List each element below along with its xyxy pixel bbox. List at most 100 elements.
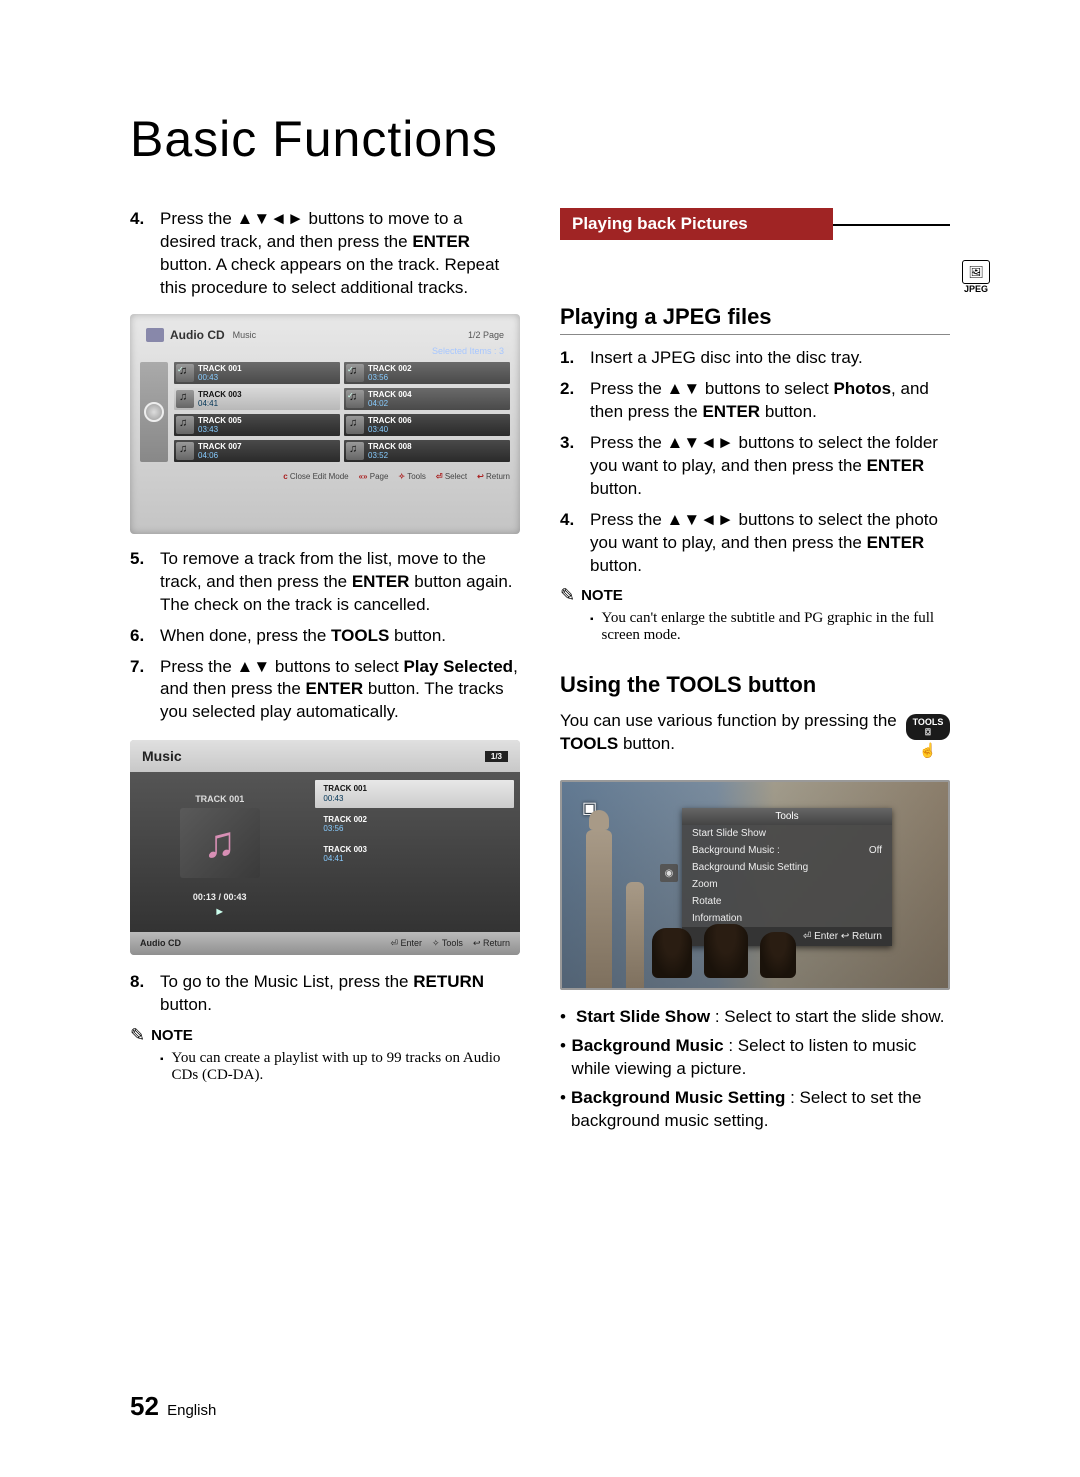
shot2-artwork: TRACK 001 ♫ 00:13 / 00:43 ►	[130, 772, 309, 932]
shot2-timecode: 00:13 / 00:43	[140, 892, 299, 902]
playlist-row: TRACK 00304:41	[315, 841, 514, 868]
shot2-body: TRACK 001 ♫ 00:13 / 00:43 ► TRACK 00100:…	[130, 772, 520, 932]
left-column: 4. Press the ▲▼◄► buttons to move to a d…	[130, 208, 520, 1139]
shot1-header: Audio CD Music 1/2 Page	[140, 326, 510, 344]
r-step-3-text: Press the ▲▼◄► buttons to select the fol…	[590, 432, 950, 501]
r-step-2: 2. Press the ▲▼ buttons to select Photos…	[560, 378, 950, 424]
tools-bullet: •Start Slide Show : Select to start the …	[560, 1006, 950, 1029]
tools-button-icon: TOOLS ⌼	[906, 714, 950, 740]
shot1-footer-item: c Close Edit Mode	[283, 472, 348, 481]
right-note-header: ✎ NOTE	[560, 585, 950, 606]
shot1-title: Audio CD	[170, 328, 225, 342]
page-number: 52	[130, 1391, 159, 1421]
page-title: Basic Functions	[130, 110, 950, 168]
shot2-footer-item: ↩ Return	[473, 938, 510, 948]
r-step-2-text: Press the ▲▼ buttons to select Photos, a…	[590, 378, 950, 424]
tools-panel-title: Tools	[682, 808, 892, 825]
tools-bullets: •Start Slide Show : Select to start the …	[560, 1006, 950, 1133]
foreground-people	[652, 922, 928, 978]
r-step-3: 3. Press the ▲▼◄► buttons to select the …	[560, 432, 950, 501]
bullet-dot: •	[560, 1035, 572, 1081]
shot2-footer-item: ⏎ Enter	[390, 938, 422, 948]
page-language: English	[167, 1402, 216, 1419]
shot2-title: Music	[142, 748, 182, 764]
shot1-footer-item: «» Page	[359, 472, 389, 481]
step-8-text: To go to the Music List, press the RETUR…	[160, 971, 520, 1017]
shot2-header: Music 1/3	[130, 740, 520, 772]
silhouette	[652, 928, 692, 978]
silhouette	[704, 924, 748, 978]
shot1-footer-item: ✧ Tools	[398, 472, 425, 481]
shot2-footer-item: ✧ Tools	[432, 938, 463, 948]
shot1-selected-items: Selected Items : 3	[140, 344, 510, 362]
track-note-icon	[176, 416, 194, 434]
r-step-4: 4. Press the ▲▼◄► buttons to select the …	[560, 509, 950, 578]
tools-menu-option: Rotate	[682, 893, 892, 910]
track-item: ✓TRACK 00203:56	[344, 362, 510, 384]
shot1-footer-item: ⏎ Select	[436, 472, 467, 481]
step-8: 8. To go to the Music List, press the RE…	[130, 971, 520, 1017]
right-note-label: NOTE	[581, 587, 623, 604]
shot2-footer-left: Audio CD	[140, 938, 380, 949]
bullet-dot: •	[560, 1006, 576, 1029]
right-note-item: ▪ You can't enlarge the subtitle and PG …	[590, 610, 950, 644]
page: Basic Functions 4. Press the ▲▼◄► button…	[0, 0, 1080, 1477]
shot1-footer-item: ↩ Return	[477, 472, 510, 481]
track-note-icon: ✓	[346, 390, 364, 408]
pen-icon: ✎	[130, 1025, 145, 1046]
shot2-footer-right: ⏎ Enter ✧ Tools ↩ Return	[380, 938, 510, 949]
left-note-header: ✎ NOTE	[130, 1025, 520, 1046]
disc-icon	[144, 402, 164, 422]
step-7: 7. Press the ▲▼ buttons to select Play S…	[130, 656, 520, 725]
step-5-text: To remove a track from the list, move to…	[160, 548, 520, 617]
left-note-text: You can create a playlist with up to 99 …	[172, 1050, 520, 1084]
track-note-icon: ✓	[176, 364, 194, 382]
track-note-icon	[176, 390, 194, 408]
page-footer: 52 English	[130, 1391, 216, 1422]
right-column: Playing back Pictures 🖼 JPEG Playing a J…	[560, 208, 950, 1139]
shot1-sidebar	[140, 362, 168, 462]
audio-cd-screenshot: Audio CD Music 1/2 Page Selected Items :…	[130, 314, 520, 534]
track-item: ✓TRACK 00404:02	[344, 388, 510, 410]
track-item: TRACK 00803:52	[344, 440, 510, 462]
step-6: 6. When done, press the TOOLS button.	[130, 625, 520, 648]
tools-bullet: •Background Music Setting : Select to se…	[560, 1087, 950, 1133]
step-5: 5. To remove a track from the list, move…	[130, 548, 520, 617]
track-item: TRACK 00603:40	[344, 414, 510, 436]
hand-icon: ☝	[906, 742, 950, 759]
bullet-icon: ▪	[160, 1054, 164, 1084]
left-note-label: NOTE	[151, 1027, 193, 1044]
two-column-layout: 4. Press the ▲▼◄► buttons to move to a d…	[130, 208, 950, 1139]
step-6-text: When done, press the TOOLS button.	[160, 625, 520, 648]
jpeg-badge: 🖼 JPEG	[962, 260, 990, 294]
shot1-footer: c Close Edit Mode «» Page ✧ Tools ⏎ Select ↩…	[140, 472, 510, 481]
playlist-row: TRACK 00203:56	[315, 811, 514, 838]
playlist-row: TRACK 00100:43	[315, 780, 514, 807]
banner-wrap: Playing back Pictures	[560, 208, 950, 240]
shot1-tracks: ✓TRACK 00100:43✓TRACK 00203:56TRACK 0030…	[174, 362, 510, 462]
jpeg-label: JPEG	[962, 284, 990, 294]
shot1-page-indicator: 1/2 Page	[468, 330, 504, 340]
heading-tools: Using the TOOLS button	[560, 672, 950, 698]
tools-intro-text: You can use various function by pressing…	[560, 710, 950, 756]
tools-panel-options: Start Slide ShowBackground Music :OffBac…	[682, 825, 892, 927]
bullet-dot: •	[560, 1087, 571, 1133]
shot1-grid: ✓TRACK 00100:43✓TRACK 00203:56TRACK 0030…	[140, 362, 510, 462]
track-item: TRACK 00503:43	[174, 414, 340, 436]
shot2-footer: Audio CD ⏎ Enter ✧ Tools ↩ Return	[130, 932, 520, 955]
shot2-counter: 1/3	[485, 751, 508, 762]
music-player-screenshot: Music 1/3 TRACK 001 ♫ 00:13 / 00:43 ► TR…	[130, 740, 520, 955]
heading-play-jpeg: Playing a JPEG files	[560, 304, 950, 335]
music-note-icon: ♫	[180, 808, 260, 878]
tools-menu-screenshot: ▣ ◉ Tools Start Slide ShowBackground Mus…	[560, 780, 950, 990]
tools-menu-option: Start Slide Show	[682, 825, 892, 842]
speech-icon: ⌼	[925, 727, 930, 738]
r-step-1: 1. Insert a JPEG disc into the disc tray…	[560, 347, 950, 370]
track-item: TRACK 00304:41	[174, 388, 340, 410]
tools-bullet: •Background Music : Select to listen to …	[560, 1035, 950, 1081]
step-4: 4. Press the ▲▼◄► buttons to move to a d…	[130, 208, 520, 300]
shot2-list: TRACK 00100:43 TRACK 00203:56 TRACK 00304:…	[309, 772, 520, 932]
track-item: TRACK 00704:06	[174, 440, 340, 462]
track-note-icon	[346, 442, 364, 460]
shot2-now-playing: TRACK 001	[140, 794, 299, 804]
